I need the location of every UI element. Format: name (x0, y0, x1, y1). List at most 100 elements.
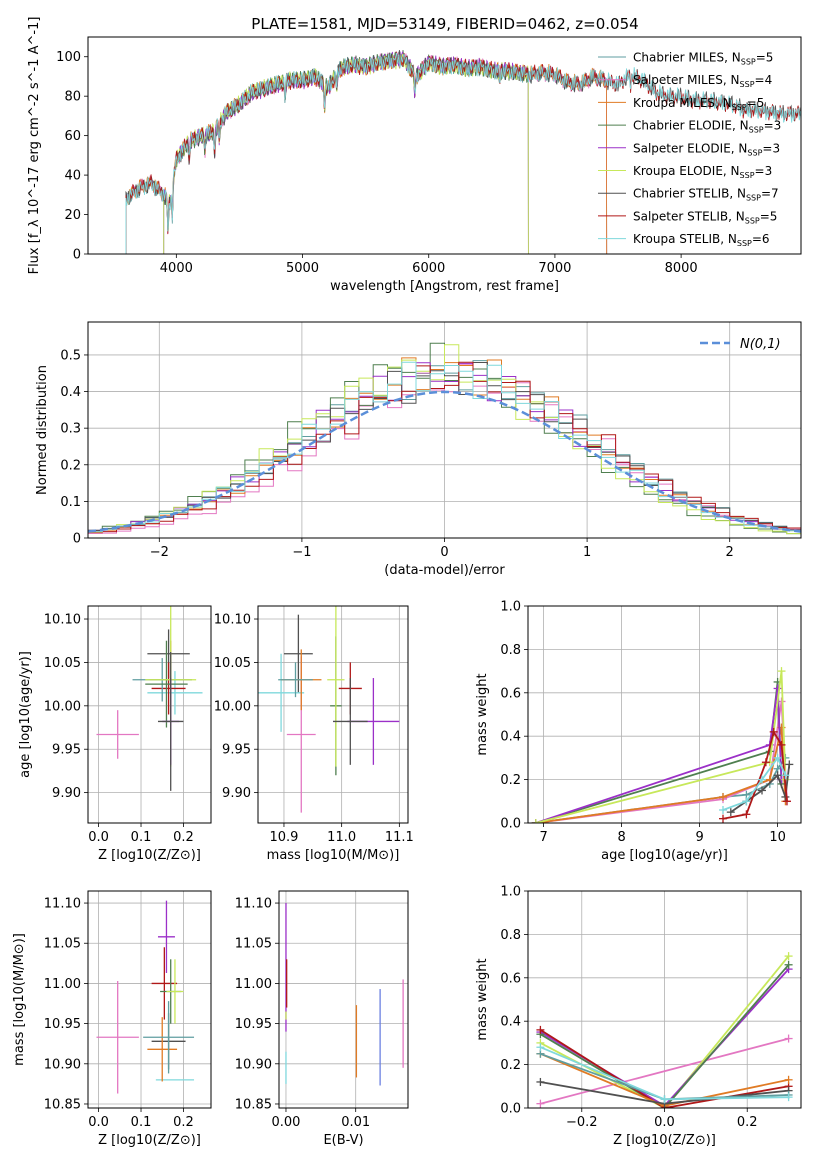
age_vs_Z-xtick-label: 0.2 (173, 830, 194, 845)
spectrum-ytick-label: 80 (64, 90, 81, 105)
weight_vs_age-ylabel: mass weight (475, 673, 490, 755)
mass_vs_Z-point (157, 900, 175, 973)
mass_vs_Z-point (147, 1017, 178, 1082)
mass_vs_ebv-plot (285, 903, 404, 1086)
age_vs_mass-point (283, 614, 313, 693)
legend-sub: SSP (749, 126, 764, 135)
weight_vs_age-ytick-label: 1.0 (500, 600, 521, 615)
mass_vs_Z-ytick-label: 11.10 (44, 897, 81, 912)
legend-sub: SSP (747, 148, 762, 157)
weight_vs_age-xtick-label: 8 (617, 830, 625, 845)
weight_vs_age-marker (742, 797, 751, 806)
weight_vs_age-marker (531, 819, 540, 823)
spectrum-xtick-label: 6000 (412, 261, 445, 276)
age_vs_mass-xtick-label: 11.1 (385, 830, 414, 845)
legend-label: Kroupa MILES, NSSP=5 (633, 96, 764, 112)
age_vs_Z-ytick-label: 9.95 (52, 743, 81, 758)
age_vs_mass-point (258, 653, 305, 732)
spectrum-plot (125, 49, 801, 254)
spectrum-ytick-label: 60 (64, 129, 81, 144)
age_vs_Z-point (147, 671, 203, 715)
weight_vs_age-marker (758, 786, 766, 795)
normal-curve (88, 390, 801, 533)
spectrum-frame (87, 36, 802, 255)
weight_vs_Z-xtick-label: 0.2 (737, 1115, 758, 1130)
spectrum-line-chabrier-elodie (163, 49, 529, 254)
age_vs_Z-xtick-label: 0.1 (131, 830, 152, 845)
age_vs_mass-frame (257, 605, 409, 824)
spectrum-xtick-label: 8000 (665, 261, 698, 276)
weight_vs_age-marker (773, 684, 782, 693)
weight_vs_age-xlabel: age [log10(age/yr)] (601, 848, 728, 863)
mass_vs_ebv-axes: 0.00 0.01 10.85 10.90 10.95 11.00 11.05 11.10 E(… (235, 891, 408, 1148)
age_vs_mass-xtick-label: 10.9 (269, 830, 298, 845)
weight_vs_Z-plot (536, 952, 793, 1108)
weight_vs_age-xtick-label: 7 (539, 830, 547, 845)
legend-sub: SSP (737, 239, 752, 248)
mass_vs_ebv-ytick-label: 11.00 (235, 977, 272, 992)
weight_vs_Z-line-chabrier-elodie (539, 964, 790, 1108)
weight_vs_Z-marker (784, 1093, 793, 1102)
spectrum-line-kroupa-elodie (163, 53, 529, 254)
spectrum-ytick-label: 40 (64, 169, 81, 184)
weight_vs_age-ytick-label: 0.8 (500, 643, 521, 658)
legend-sub: SSP (745, 216, 760, 225)
spectrum-line-salpeter-miles (125, 51, 608, 254)
weight_vs_age-line-salpeter-elodie (535, 688, 783, 823)
age_vs_Z-ylabel: age [log10(age/yr)] (18, 651, 33, 778)
residuals-xtick-label: −2 (150, 545, 169, 560)
mass_vs_ebv-xtick-label: 0.00 (271, 1115, 300, 1130)
weight_vs_age-marker (769, 727, 778, 736)
residuals-xtick-label: −1 (292, 545, 311, 560)
spectrum-xtick-label: 5000 (286, 261, 319, 276)
age_vs_mass-ytick-label: 9.90 (222, 786, 251, 801)
mass_vs_Z-ytick-label: 10.95 (44, 1017, 81, 1032)
weight_vs_age-marker (761, 758, 770, 767)
weight_vs_age-marker (773, 771, 782, 780)
age_vs_mass-point (327, 606, 345, 767)
residuals-ytick-label: 0.2 (60, 458, 81, 473)
legend-count: =3 (764, 119, 782, 133)
weight_vs_age-ytick-label: 0.0 (500, 817, 521, 832)
residuals-xtick-label: 0 (440, 545, 448, 560)
age_vs_Z-ytick-label: 10.05 (44, 656, 81, 671)
residuals-ytick-label: 0.3 (60, 422, 81, 437)
weight_vs_Z-marker (536, 1077, 545, 1086)
weight_vs_Z-xtick-label: −0.2 (566, 1115, 598, 1130)
mass_vs_Z-frame (87, 890, 212, 1109)
mass_vs_Z-point (166, 959, 184, 1024)
legend-sub: SSP (740, 80, 755, 89)
weight_vs_Z-xlabel: Z [log10(Z/Z⊙)] (613, 1133, 716, 1148)
weight_vs_age-marker (781, 792, 790, 801)
spectrum-xlabel: wavelength [Angstrom, rest frame] (330, 279, 559, 294)
spectrum-legend: Chabrier MILES, NSSP=5 Salpeter MILES, NS… (598, 51, 781, 248)
mass_vs_Z-xtick-label: 0.1 (131, 1115, 152, 1130)
residuals-ytick-label: 0.5 (60, 348, 81, 363)
legend-label: Kroupa ELODIE, NSSP=3 (633, 164, 772, 180)
mass_vs_Z-xtick-label: 0.2 (173, 1115, 194, 1130)
age_vs_Z-ytick-label: 9.90 (52, 786, 81, 801)
mass_vs_Z-point (96, 981, 139, 1094)
residuals-ytick-label: 0.4 (60, 385, 81, 400)
weight_vs_age-xtick-label: 10 (769, 830, 786, 845)
legend-label: Chabrier ELODIE, NSSP=3 (633, 119, 781, 135)
legend-label: Chabrier MILES, NSSP=5 (633, 51, 773, 67)
weight_vs_Z-ylabel: mass weight (475, 958, 490, 1040)
age_vs_mass-point (333, 678, 368, 765)
mass_vs_Z-xlabel: Z [log10(Z/Z⊙)] (98, 1133, 201, 1148)
age_vs_Z-frame (87, 605, 212, 824)
mass_vs_ebv-ytick-label: 10.90 (235, 1057, 272, 1072)
weight_vs_age-plot (531, 667, 794, 823)
weight_vs_age-marker (719, 792, 727, 801)
mass_vs_Z-axes: 0.0 0.1 0.2 10.85 10.90 10.95 11.00 11.05 11.10 Z… (12, 891, 211, 1148)
age_vs_Z-plot (96, 606, 203, 791)
weight_vs_Z-ytick-label: 1.0 (500, 885, 521, 900)
spectrum-line-salpeter-elodie (163, 50, 529, 254)
legend-sub: SSP (741, 58, 756, 67)
residual-legend: N(0,1) (700, 337, 781, 352)
weight_vs_age-marker (719, 805, 727, 814)
legend-count: =7 (761, 187, 779, 201)
spectrum-ytick-label: 0 (73, 248, 81, 263)
age_vs_Z-axes: 0.0 0.1 0.2 9.90 9.95 10.00 10.05 10.10 Z [log10… (18, 606, 211, 863)
